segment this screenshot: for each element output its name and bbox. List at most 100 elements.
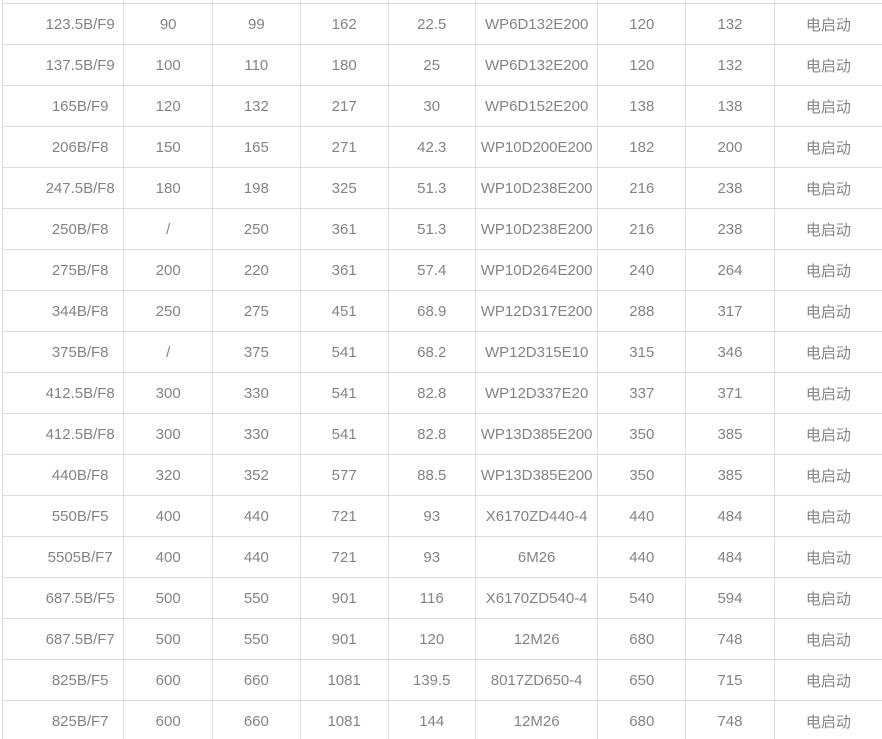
- table-cell: 715: [685, 659, 775, 701]
- table-cell: 352: [211, 454, 301, 496]
- table-cell: 电启动: [773, 495, 882, 537]
- table-row: 206B/F8 150 165 271 42.3 WP10D200E200 182 200 电启…: [1, 126, 882, 168]
- table-row: 123.5B/F9 90 99 162 22.5 WP6D132E200 120 132 电启动: [1, 3, 882, 45]
- table-cell: 541: [299, 372, 389, 414]
- table-cell: 412.5B/F8: [1, 372, 125, 414]
- table-cell: 400: [123, 536, 213, 578]
- table-cell: 346: [685, 331, 775, 373]
- table-cell: 901: [299, 618, 389, 660]
- table-cell: 110: [211, 44, 301, 86]
- table-row: 344B/F8 250 275 451 68.9 WP12D317E200 288 317 电启…: [1, 290, 882, 332]
- table-cell: 138: [685, 85, 775, 127]
- table-cell: 238: [685, 167, 775, 209]
- table-cell: 540: [597, 577, 687, 619]
- table-cell: 120: [597, 3, 687, 45]
- table-cell: /: [123, 331, 213, 373]
- table-cell: WP6D152E200: [474, 85, 599, 127]
- table-cell: 288: [597, 290, 687, 332]
- table-cell: 电启动: [773, 659, 882, 701]
- table-cell: 电启动: [773, 167, 882, 209]
- table-cell: 680: [597, 618, 687, 660]
- table-cell: 901: [299, 577, 389, 619]
- table-cell: 300: [123, 372, 213, 414]
- table-cell: 680: [597, 700, 687, 739]
- table-cell: 216: [597, 208, 687, 250]
- table-cell: 350: [597, 454, 687, 496]
- table-cell: 385: [685, 413, 775, 455]
- table-cell: 88.5: [387, 454, 476, 496]
- table-cell: 165B/F9: [1, 85, 125, 127]
- table-cell: 317: [685, 290, 775, 332]
- table-row: 825B/F5 600 660 1081 139.5 8017ZD650-4 650 715 电…: [1, 659, 882, 701]
- table-cell: 42.3: [387, 126, 476, 168]
- table-row: 825B/F7 600 660 1081 144 12M26 680 748 电启动: [1, 700, 882, 739]
- table-cell: 120: [387, 618, 476, 660]
- table-cell: 484: [685, 495, 775, 537]
- table-cell: 721: [299, 536, 389, 578]
- table-cell: 484: [685, 536, 775, 578]
- table-cell: 320: [123, 454, 213, 496]
- table-cell: 660: [211, 700, 301, 739]
- table-cell: WP12D315E10: [474, 331, 599, 373]
- table-cell: 120: [597, 44, 687, 86]
- table-cell: 120: [123, 85, 213, 127]
- table-cell: 440: [597, 536, 687, 578]
- table-cell: 139.5: [387, 659, 476, 701]
- table-cell: 12M26: [474, 618, 599, 660]
- table-cell: 600: [123, 700, 213, 739]
- table-cell: 5505B/F7: [1, 536, 125, 578]
- table-cell: 375: [211, 331, 301, 373]
- table-cell: 电启动: [773, 249, 882, 291]
- table-cell: 132: [685, 44, 775, 86]
- table-cell: 748: [685, 700, 775, 739]
- table-cell: 93: [387, 495, 476, 537]
- table-cell: 8017ZD650-4: [474, 659, 599, 701]
- table-cell: WP12D337E20: [474, 372, 599, 414]
- table-cell: 247.5B/F8: [1, 167, 125, 209]
- table-cell: 440: [211, 536, 301, 578]
- table-cell: 12M26: [474, 700, 599, 739]
- table-cell: 137.5B/F9: [1, 44, 125, 86]
- table-cell: X6170ZD440-4: [474, 495, 599, 537]
- table-cell: 687.5B/F7: [1, 618, 125, 660]
- table-cell: WP13D385E200: [474, 413, 599, 455]
- table-cell: 180: [123, 167, 213, 209]
- table-cell: 825B/F5: [1, 659, 125, 701]
- table-cell: 412.5B/F8: [1, 413, 125, 455]
- table-cell: 275: [211, 290, 301, 332]
- table-cell: 330: [211, 372, 301, 414]
- table-cell: 电启动: [773, 577, 882, 619]
- table-cell: 594: [685, 577, 775, 619]
- table-row: 165B/F9 120 132 217 30 WP6D152E200 138 138 电启动: [1, 85, 882, 127]
- table-cell: 200: [685, 126, 775, 168]
- table-cell: 271: [299, 126, 389, 168]
- table-cell: X6170ZD540-4: [474, 577, 599, 619]
- table-cell: 500: [123, 577, 213, 619]
- table-cell: 550: [211, 618, 301, 660]
- table-cell: 440: [211, 495, 301, 537]
- table-cell: 250: [123, 290, 213, 332]
- table-cell: 541: [299, 413, 389, 455]
- table-cell: 344B/F8: [1, 290, 125, 332]
- table-cell: 375B/F8: [1, 331, 125, 373]
- table-cell: 361: [299, 208, 389, 250]
- table-cell: 500: [123, 618, 213, 660]
- table-cell: 144: [387, 700, 476, 739]
- table-cell: 337: [597, 372, 687, 414]
- table-cell: 650: [597, 659, 687, 701]
- table-cell: 240: [597, 249, 687, 291]
- table-row: 247.5B/F8 180 198 325 51.3 WP10D238E200 216 238…: [1, 167, 882, 209]
- table-cell: 57.4: [387, 249, 476, 291]
- table-cell: WP10D264E200: [474, 249, 599, 291]
- table-cell: 361: [299, 249, 389, 291]
- table-cell: 1081: [299, 659, 389, 701]
- table-cell: WP12D317E200: [474, 290, 599, 332]
- table-cell: 206B/F8: [1, 126, 125, 168]
- table-cell: 165: [211, 126, 301, 168]
- table-row: 5505B/F7 400 440 721 93 6M26 440 484 电启动: [1, 536, 882, 578]
- table-cell: 541: [299, 331, 389, 373]
- table-cell: WP6D132E200: [474, 3, 599, 45]
- table-cell: 250B/F8: [1, 208, 125, 250]
- table-cell: 电启动: [773, 208, 882, 250]
- table-cell: 68.9: [387, 290, 476, 332]
